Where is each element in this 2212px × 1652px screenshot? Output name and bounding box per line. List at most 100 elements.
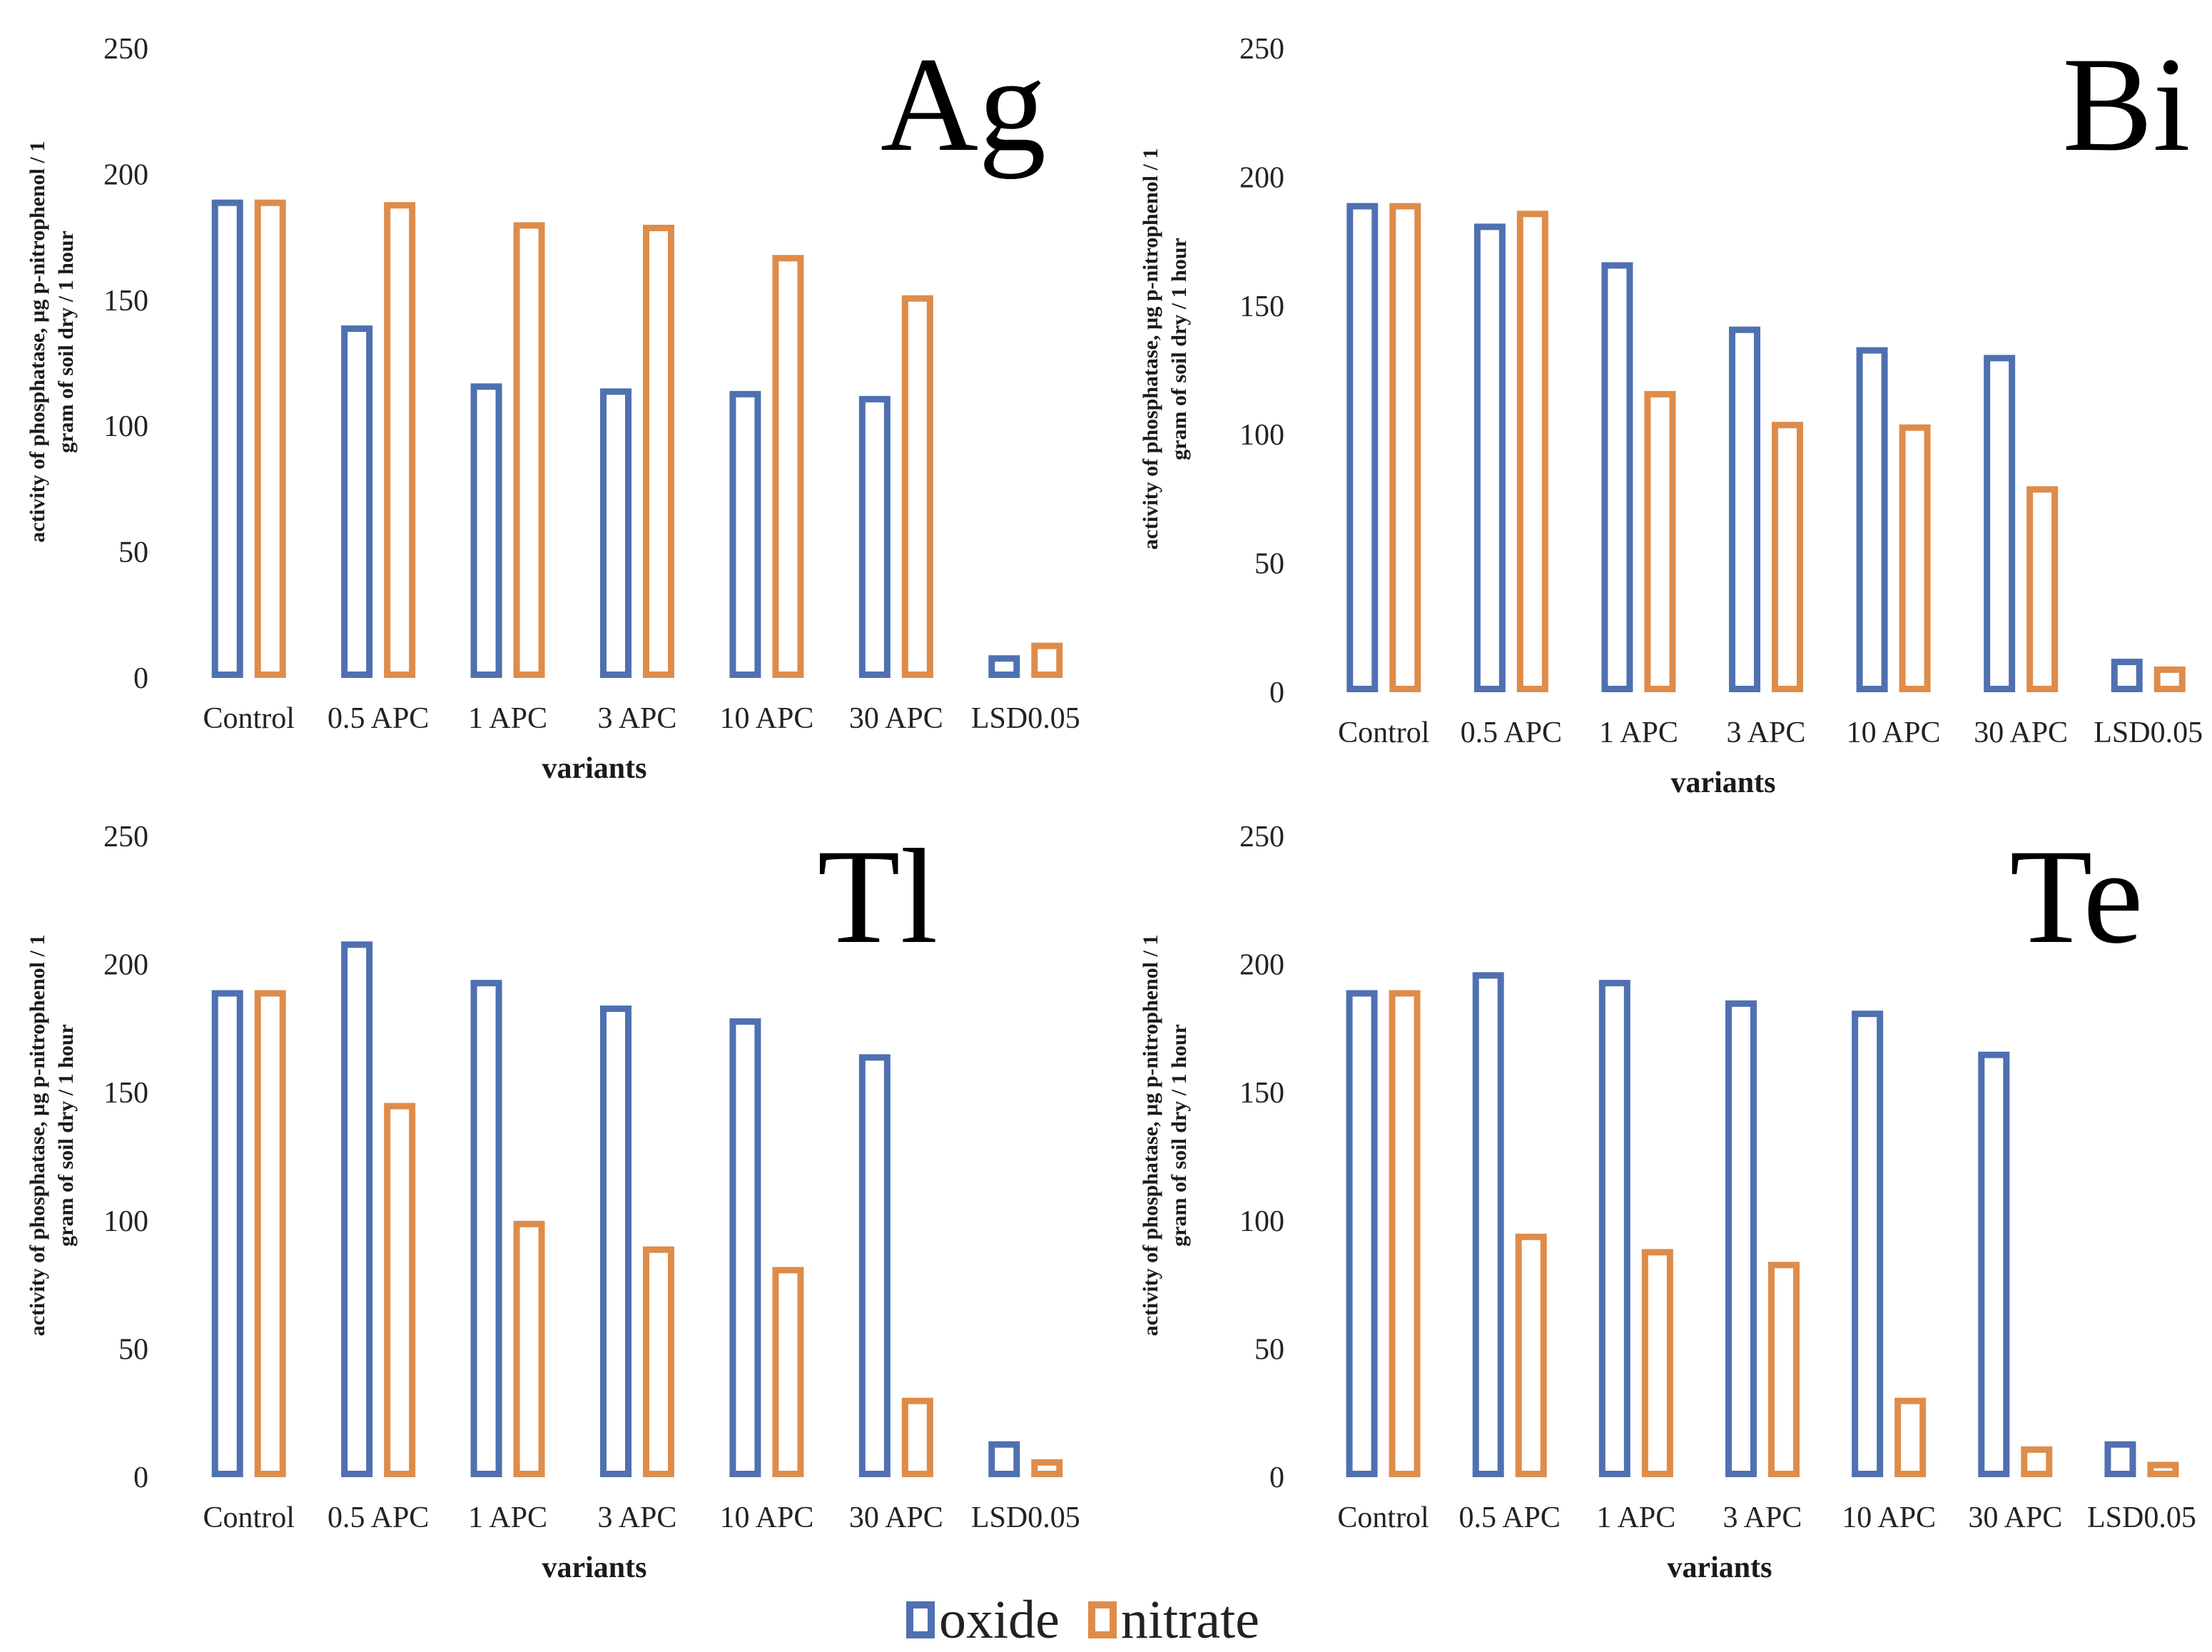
x-tick-label: 10 APC bbox=[719, 1501, 813, 1534]
y-tick-label: 200 bbox=[103, 158, 148, 191]
x-tick-label: 30 APC bbox=[849, 702, 943, 735]
x-tick-label: 30 APC bbox=[1968, 1501, 2062, 1534]
bar-nitrate bbox=[1899, 424, 1931, 692]
legend-item-oxide: oxide bbox=[906, 1589, 1060, 1651]
legend-swatch-oxide bbox=[906, 1601, 935, 1638]
bar-oxide bbox=[1725, 1000, 1757, 1477]
x-axis-label: variants bbox=[1668, 1551, 1772, 1584]
y-tick-label: 0 bbox=[1269, 1461, 1284, 1494]
bar-oxide bbox=[470, 383, 502, 678]
bar-nitrate bbox=[643, 224, 674, 678]
x-tick-label: 3 APC bbox=[1723, 1501, 1802, 1534]
x-tick-label: Control bbox=[203, 702, 295, 735]
bar-oxide bbox=[1729, 326, 1760, 692]
bar-oxide bbox=[1598, 980, 1630, 1478]
y-axis-label-line2: gram of soil dry / 1 hour bbox=[1167, 1024, 1191, 1247]
x-tick-label: 0.5 APC bbox=[328, 1501, 429, 1534]
bar-oxide bbox=[1856, 347, 1888, 692]
bar-nitrate bbox=[513, 222, 545, 678]
y-tick-label: 150 bbox=[1239, 1077, 1284, 1110]
y-axis-label-line2: gram of soil dry / 1 hour bbox=[54, 1024, 78, 1247]
x-tick-label: 3 APC bbox=[598, 1501, 677, 1534]
bar-nitrate bbox=[901, 1397, 933, 1478]
bar-nitrate bbox=[1389, 990, 1421, 1477]
bar-nitrate bbox=[772, 255, 804, 678]
x-tick-label: LSD0.05 bbox=[971, 1501, 1080, 1534]
x-tick-label: 1 APC bbox=[1599, 716, 1678, 749]
y-tick-label: 200 bbox=[1239, 161, 1284, 194]
y-axis-label: activity of phosphatase, µg p-nitropheno… bbox=[1139, 935, 1162, 1337]
bar-oxide bbox=[858, 395, 891, 678]
bar-nitrate bbox=[2147, 1461, 2179, 1477]
bar-nitrate bbox=[1644, 390, 1676, 692]
bar-oxide bbox=[470, 980, 502, 1478]
x-tick-label: 0.5 APC bbox=[1459, 1501, 1561, 1534]
x-tick-label: 0.5 APC bbox=[1461, 716, 1562, 749]
y-tick-label: 200 bbox=[1239, 949, 1284, 982]
bar-oxide bbox=[341, 325, 373, 678]
x-tick-label: 10 APC bbox=[1842, 1501, 1936, 1534]
legend-label-oxide: oxide bbox=[939, 1589, 1060, 1650]
y-tick-label: 250 bbox=[103, 821, 148, 853]
bar-oxide bbox=[211, 990, 243, 1477]
bar-nitrate bbox=[2026, 486, 2059, 692]
x-tick-label: 3 APC bbox=[598, 702, 677, 735]
legend-label-nitrate: nitrate bbox=[1120, 1589, 1259, 1650]
x-tick-label: Control bbox=[203, 1501, 295, 1534]
y-tick-label: 50 bbox=[118, 537, 148, 569]
bar-oxide bbox=[988, 1441, 1020, 1477]
y-tick-label: 0 bbox=[1269, 676, 1284, 709]
bar-nitrate bbox=[1515, 1233, 1547, 1477]
x-tick-label: 30 APC bbox=[849, 1501, 943, 1534]
y-axis-label-line2: gram of soil dry / 1 hour bbox=[1167, 238, 1191, 460]
bar-oxide bbox=[729, 390, 761, 678]
bar-oxide bbox=[600, 388, 631, 679]
bar-nitrate bbox=[254, 199, 286, 678]
x-tick-label: 0.5 APC bbox=[328, 702, 429, 735]
x-tick-label: 10 APC bbox=[719, 702, 813, 735]
y-tick-label: 250 bbox=[1239, 33, 1284, 66]
bar-nitrate bbox=[1031, 642, 1063, 678]
x-tick-label: 3 APC bbox=[1727, 716, 1806, 749]
x-tick-label: 1 APC bbox=[468, 1501, 547, 1534]
y-tick-label: 100 bbox=[103, 1205, 148, 1238]
y-tick-label: 200 bbox=[103, 949, 148, 982]
y-tick-label: 50 bbox=[1254, 1333, 1284, 1366]
x-tick-label: LSD0.05 bbox=[2094, 716, 2203, 749]
bar-oxide bbox=[729, 1018, 761, 1478]
x-axis-label: variants bbox=[542, 1551, 647, 1584]
bar-oxide bbox=[1473, 223, 1506, 692]
bar-oxide bbox=[1346, 990, 1378, 1477]
y-tick-label: 0 bbox=[133, 1461, 148, 1494]
bar-oxide bbox=[600, 1005, 631, 1477]
bar-nitrate bbox=[772, 1267, 804, 1477]
y-tick-label: 50 bbox=[118, 1333, 148, 1366]
bar-nitrate bbox=[643, 1246, 674, 1477]
bar-nitrate bbox=[254, 990, 286, 1477]
x-tick-label: 30 APC bbox=[1974, 716, 2068, 749]
y-tick-label: 50 bbox=[1254, 548, 1284, 581]
x-tick-label: LSD0.05 bbox=[2087, 1501, 2196, 1534]
x-axis-label: variants bbox=[542, 752, 647, 785]
y-tick-label: 0 bbox=[133, 662, 148, 695]
bar-nitrate bbox=[2153, 666, 2186, 692]
bar-nitrate bbox=[384, 202, 416, 678]
bar-nitrate bbox=[2021, 1446, 2053, 1477]
y-tick-label: 250 bbox=[103, 33, 148, 66]
y-tick-label: 150 bbox=[103, 1077, 148, 1110]
chart-panel-te: 0 50 100 150 200 250 Control 0.5 APC 1 APC 3 APC 1… bbox=[1139, 821, 2196, 1584]
x-axis-label: variants bbox=[1671, 766, 1776, 799]
bar-oxide bbox=[1601, 262, 1633, 692]
y-axis-label: activity of phosphatase, µg p-nitropheno… bbox=[26, 935, 49, 1337]
panel-title: Te bbox=[2009, 822, 2143, 972]
bar-oxide bbox=[1852, 1010, 1884, 1478]
bar-nitrate bbox=[384, 1103, 416, 1477]
bar-oxide bbox=[1978, 1051, 2010, 1477]
y-axis-label: activity of phosphatase, µg p-nitropheno… bbox=[1139, 148, 1162, 550]
panel-title: Bi bbox=[2062, 30, 2191, 180]
x-tick-label: 1 APC bbox=[1596, 1501, 1675, 1534]
y-tick-label: 150 bbox=[103, 285, 148, 318]
panel-title: Ag bbox=[881, 30, 1046, 180]
chart-panel-tl: 0 50 100 150 200 250 Control 0.5 APC 1 APC 3 APC 1… bbox=[26, 821, 1080, 1584]
